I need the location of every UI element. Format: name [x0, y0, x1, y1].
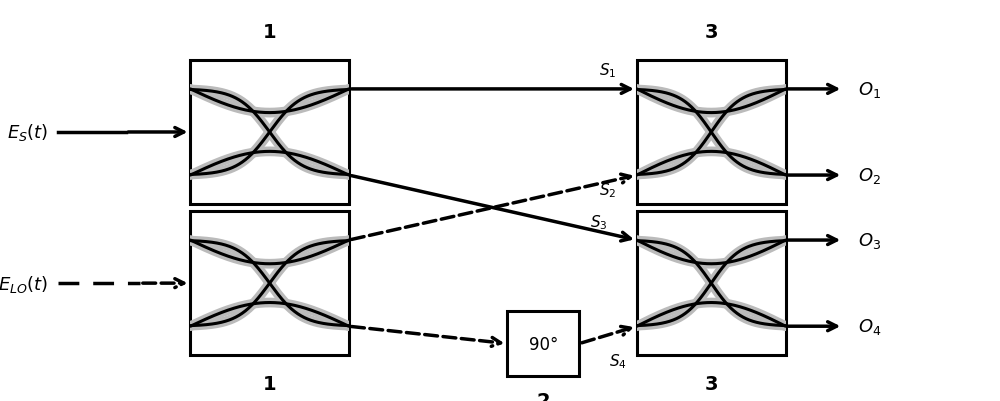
Bar: [637, 61, 786, 204]
Text: 1: 1: [263, 23, 276, 42]
Text: $O_1$: $O_1$: [858, 80, 881, 100]
Text: 3: 3: [704, 374, 718, 393]
Text: $S_3$: $S_3$: [590, 213, 607, 231]
Text: $E_{LO}(t)$: $E_{LO}(t)$: [0, 273, 49, 294]
Bar: [190, 61, 349, 204]
Bar: [637, 212, 786, 355]
Text: 2: 2: [536, 391, 550, 401]
Text: $S_1$: $S_1$: [599, 62, 617, 80]
Text: $O_2$: $O_2$: [858, 166, 881, 186]
Text: $S_4$: $S_4$: [609, 351, 626, 370]
Text: $O_4$: $O_4$: [858, 316, 881, 336]
Bar: [507, 312, 579, 376]
Text: 3: 3: [704, 23, 718, 42]
Text: 1: 1: [263, 374, 276, 393]
Bar: [190, 212, 349, 355]
Text: $E_S(t)$: $E_S(t)$: [7, 122, 49, 143]
Text: $O_3$: $O_3$: [858, 231, 881, 251]
Text: 90°: 90°: [529, 335, 558, 353]
Text: $S_2$: $S_2$: [599, 181, 617, 200]
